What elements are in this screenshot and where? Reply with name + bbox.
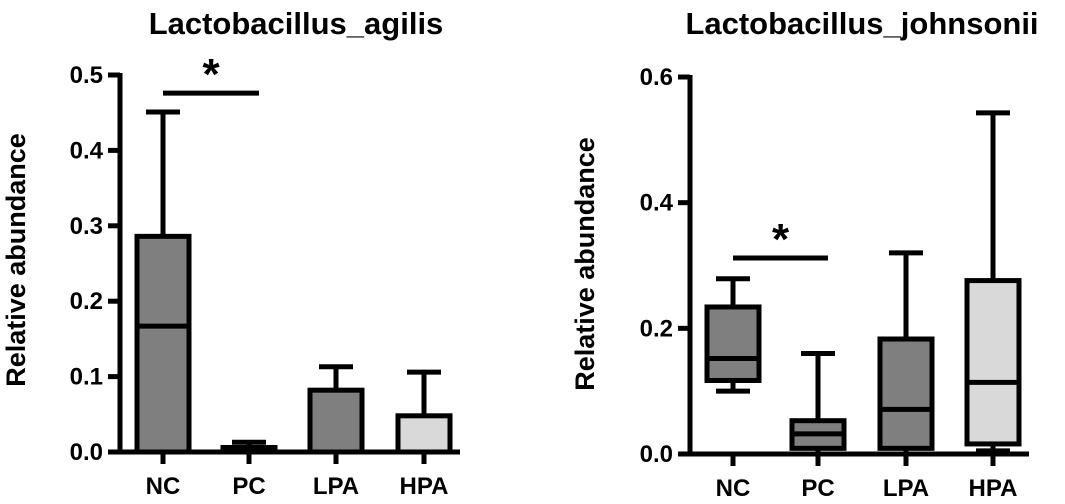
y-tick-label: 0.1 [70, 364, 103, 391]
x-tick-label: HPA [400, 473, 449, 500]
x-tick-label: LPA [313, 473, 359, 500]
y-tick-label: 0.4 [640, 190, 674, 217]
chart-panel-johnsonii: Lactobacillus_johnsonii Relative abundan… [570, 6, 1039, 502]
y-tick-label: 0.0 [70, 439, 103, 466]
chart-title: Lactobacillus_johnsonii [685, 6, 1038, 41]
box-body [307, 387, 365, 455]
x-tick-label: NC [716, 475, 751, 502]
y-tick-label: 0.2 [640, 315, 673, 342]
y-axis-label: Relative abundance [1, 133, 31, 387]
y-tick-label: 0.0 [640, 441, 673, 468]
significance-star: * [772, 215, 790, 264]
y-tick-label: 0.5 [70, 62, 103, 89]
chart-title: Lactobacillus_agilis [149, 6, 444, 41]
x-tick-label: LPA [883, 475, 929, 502]
chart-panel-agilis: Lactobacillus_agilis Relative abundance … [1, 6, 460, 500]
box-body [134, 233, 192, 455]
x-tick-label: NC [146, 473, 181, 500]
y-tick-label: 0.4 [70, 137, 104, 164]
x-tick-label: HPA [969, 475, 1018, 502]
y-tick-label: 0.3 [70, 213, 103, 240]
x-tick-label: PC [232, 473, 265, 500]
x-tick-label: PC [801, 475, 834, 502]
box-body [704, 304, 762, 383]
box-body [395, 413, 453, 455]
y-tick-label: 0.6 [640, 64, 673, 91]
y-axis-label: Relative abundance [570, 137, 600, 391]
box-body [877, 336, 935, 451]
significance-star: * [202, 50, 220, 99]
y-tick-label: 0.2 [70, 288, 103, 315]
box-body [964, 278, 1022, 447]
